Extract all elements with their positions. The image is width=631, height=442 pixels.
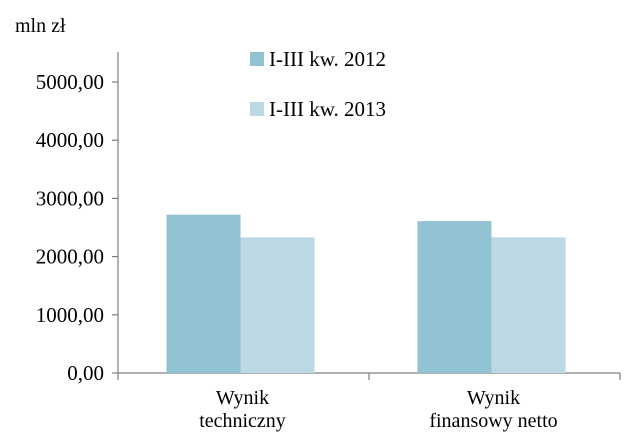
y-tick-label: 0,00 [67,361,104,385]
bar [491,237,566,373]
bar [166,214,241,373]
unit-label: mln zł [15,15,66,37]
y-tick-label: 1000,00 [36,303,104,327]
legend-label: I-III kw. 2012 [269,47,386,71]
legend-swatch [250,52,264,66]
legend-swatch [250,102,264,116]
category-label: techniczny [199,410,286,432]
bars [166,214,566,373]
x-axis [117,372,621,380]
category-label: finansowy netto [429,410,557,432]
y-tick-label: 3000,00 [36,186,104,210]
category-label: Wynik [467,387,520,409]
legend-label: I-III kw. 2013 [269,97,386,121]
y-tick-label: 5000,00 [36,70,104,94]
legend: I-III kw. 2012 I-III kw. 2013 [250,47,386,121]
y-tick-label: 4000,00 [36,128,104,152]
y-axis: 0,00 1000,00 2000,00 3000,00 4000,00 5000,00 [36,52,119,385]
bar [417,221,492,373]
category-label: Wynik [216,387,269,409]
bar [240,237,315,373]
y-tick-label: 2000,00 [36,245,104,269]
